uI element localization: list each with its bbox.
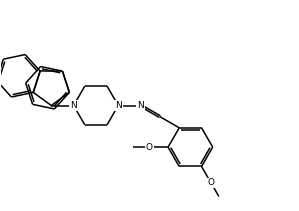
- Text: N: N: [115, 101, 122, 110]
- Text: O: O: [208, 179, 215, 187]
- Text: N: N: [70, 101, 77, 110]
- Text: N: N: [137, 101, 144, 110]
- Text: O: O: [146, 143, 152, 152]
